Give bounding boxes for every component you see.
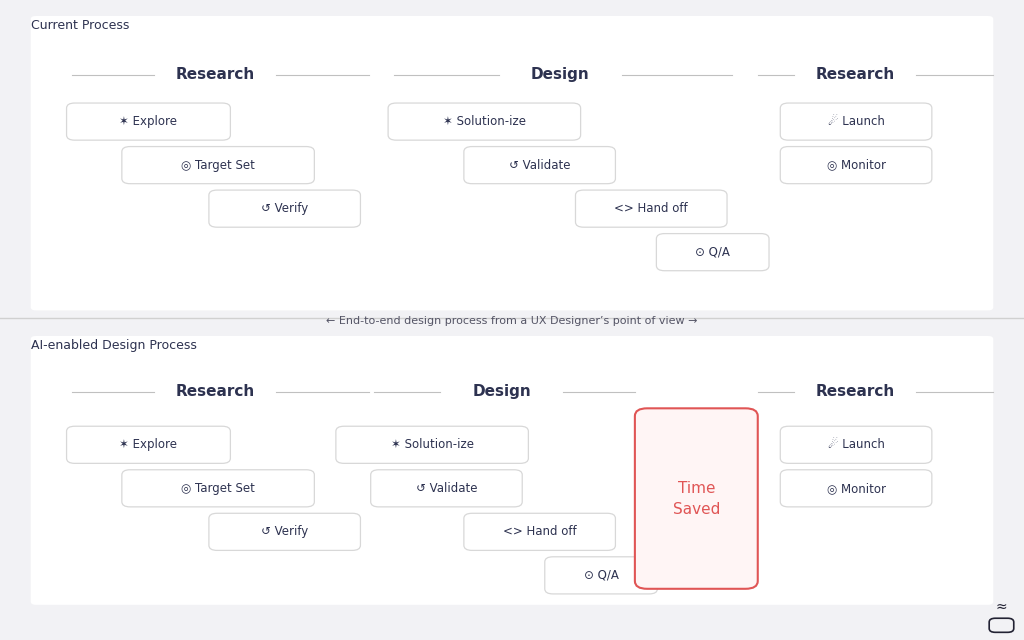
Text: Design: Design bbox=[472, 384, 531, 399]
Text: Research: Research bbox=[815, 384, 895, 399]
Text: ◎ Monitor: ◎ Monitor bbox=[826, 482, 886, 495]
Text: ⊙ Q/A: ⊙ Q/A bbox=[584, 569, 618, 582]
FancyBboxPatch shape bbox=[780, 426, 932, 463]
Text: ↺ Verify: ↺ Verify bbox=[261, 202, 308, 215]
FancyBboxPatch shape bbox=[122, 470, 314, 507]
Text: ◎ Target Set: ◎ Target Set bbox=[181, 482, 255, 495]
Text: ☄ Launch: ☄ Launch bbox=[827, 438, 885, 451]
FancyBboxPatch shape bbox=[67, 426, 230, 463]
Text: ↺ Validate: ↺ Validate bbox=[509, 159, 570, 172]
Text: Time
Saved: Time Saved bbox=[673, 481, 720, 516]
FancyBboxPatch shape bbox=[635, 408, 758, 589]
FancyBboxPatch shape bbox=[67, 103, 230, 140]
Text: Design: Design bbox=[530, 67, 590, 83]
Text: ↺ Verify: ↺ Verify bbox=[261, 525, 308, 538]
Text: AI-enabled Design Process: AI-enabled Design Process bbox=[31, 339, 197, 352]
Text: ✶ Solution-ize: ✶ Solution-ize bbox=[390, 438, 474, 451]
FancyBboxPatch shape bbox=[780, 470, 932, 507]
FancyBboxPatch shape bbox=[31, 336, 993, 605]
Text: ◎ Target Set: ◎ Target Set bbox=[181, 159, 255, 172]
Text: Research: Research bbox=[175, 67, 255, 83]
Text: Current Process: Current Process bbox=[31, 19, 129, 32]
Text: ✶ Explore: ✶ Explore bbox=[120, 438, 177, 451]
FancyBboxPatch shape bbox=[575, 190, 727, 227]
FancyBboxPatch shape bbox=[209, 513, 360, 550]
Text: ✶ Solution-ize: ✶ Solution-ize bbox=[442, 115, 526, 128]
Text: <> Hand off: <> Hand off bbox=[614, 202, 688, 215]
FancyBboxPatch shape bbox=[545, 557, 657, 594]
FancyBboxPatch shape bbox=[780, 103, 932, 140]
FancyBboxPatch shape bbox=[388, 103, 581, 140]
Text: ◎ Monitor: ◎ Monitor bbox=[826, 159, 886, 172]
Text: ↺ Validate: ↺ Validate bbox=[416, 482, 477, 495]
Text: <> Hand off: <> Hand off bbox=[503, 525, 577, 538]
Text: Research: Research bbox=[815, 67, 895, 83]
FancyBboxPatch shape bbox=[371, 470, 522, 507]
Text: Research: Research bbox=[175, 384, 255, 399]
Text: ← End-to-end design process from a UX Designer’s point of view →: ← End-to-end design process from a UX De… bbox=[327, 316, 697, 326]
FancyBboxPatch shape bbox=[464, 147, 615, 184]
Text: ✶ Explore: ✶ Explore bbox=[120, 115, 177, 128]
Text: ⊙ Q/A: ⊙ Q/A bbox=[695, 246, 730, 259]
FancyBboxPatch shape bbox=[209, 190, 360, 227]
FancyBboxPatch shape bbox=[336, 426, 528, 463]
FancyBboxPatch shape bbox=[780, 147, 932, 184]
FancyBboxPatch shape bbox=[656, 234, 769, 271]
Text: ☄ Launch: ☄ Launch bbox=[827, 115, 885, 128]
FancyBboxPatch shape bbox=[31, 16, 993, 310]
FancyBboxPatch shape bbox=[122, 147, 314, 184]
FancyBboxPatch shape bbox=[464, 513, 615, 550]
Text: ≈: ≈ bbox=[995, 600, 1008, 614]
